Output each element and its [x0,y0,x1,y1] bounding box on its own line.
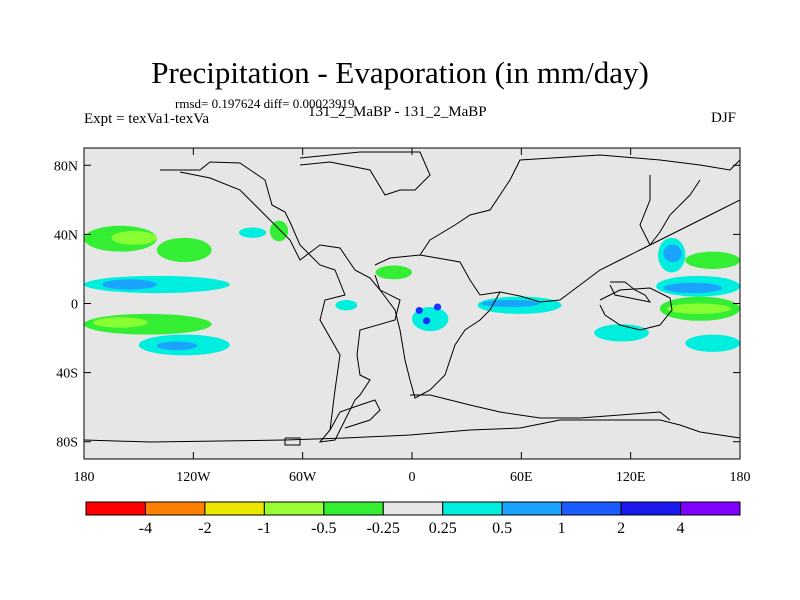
x-tick-label: 180 [74,470,95,485]
x-tick-label: 120E [616,470,646,485]
y-tick-label: 0 [71,298,78,313]
y-tick-label: 40N [54,228,78,243]
anomaly-ne-pacific-wet [238,227,267,238]
colorbar: -4 -2 -1 -0.5 -0.25 0.25 0.5 1 2 4 [85,501,741,537]
coastline-africa [374,254,501,399]
anomaly-w-pacific-dry-core [667,303,731,314]
coastline-antarctica [83,419,741,443]
anomaly-c-atlantic-core-1 [422,317,431,325]
colorbar-swatch [680,501,741,516]
anomaly-n-pacific-wet-core [102,279,157,290]
colorbar-swatch [85,501,146,516]
chart-title: Precipitation - Evaporation (in mm/day) [151,55,649,90]
anomaly-sw-pacific-wet [594,324,649,342]
anomaly-layer [83,220,741,356]
colorbar-label: 2 [617,520,625,537]
colorbar-label: -1 [258,520,271,537]
anomaly-c-atlantic-core-2 [415,306,423,314]
x-axis: 180 120W 60W 0 60E 120E 180 [74,148,751,485]
anomaly-c-atlantic-core-3 [433,303,442,311]
colorbar-swatch [442,501,503,516]
x-tick-label: 60W [289,470,317,485]
colorbar-label: -4 [139,520,152,537]
colorbar-label: -2 [198,520,211,537]
map-background [84,148,740,459]
anomaly-w-pacific-wet-core [663,282,722,294]
colorbar-swatch [620,501,682,516]
anomaly-s-pacific-dry-core [93,317,148,328]
anomaly-n-pacific-dry-lobe [156,237,212,263]
anomaly-n-atlantic-dry [375,265,412,280]
y-tick-label: 80N [54,159,78,174]
x-tick-label: 120W [176,470,211,485]
anomaly-s-indian-wet [685,334,741,352]
y-tick-label: 80S [56,436,78,451]
experiment-label: Expt = texVa1-texVa [84,111,210,127]
colorbar-swatch [144,501,206,516]
stats-text: rmsd= 0.197624 diff= 0.00023919 [175,96,355,111]
colorbar-label: 0.5 [492,520,512,537]
anomaly-japan-dry [685,251,741,269]
colorbar-label: 0.25 [429,520,457,537]
coastline-antarctic-interior [410,394,671,421]
map-panel: 80N 40N 0 40S 80S 180 120W 60W 0 60E 120E 180 [54,147,751,485]
season-label: DJF [711,110,737,126]
coastline-asia-east [639,175,701,246]
colorbar-swatch [501,501,563,516]
anomaly-s-pacific-wet-core [156,341,197,351]
coastline-americas [160,161,401,443]
coastline-australia [599,287,673,331]
colorbar-swatch [561,501,622,516]
anomaly-n-pacific-core [111,230,157,245]
anomaly-ne-pacific-dry [269,220,289,242]
coastline-small-island [284,437,301,446]
coastline-islands-indo [609,281,652,303]
x-tick-label: 60E [510,470,533,485]
colorbar-swatch [263,501,325,516]
experiment-names: 131_2_MaBP - 131_2_MaBP [308,104,487,120]
anomaly-e-pacific-wet [335,300,358,311]
anomaly-japan-wet-core [663,244,682,263]
y-tick-label: 40S [56,367,78,382]
colorbar-label: 1 [558,520,566,537]
colorbar-swatch [323,501,384,516]
y-axis: 80N 40N 0 40S 80S [54,159,740,451]
colorbar-label: -0.25 [367,520,400,537]
colorbar-swatch [382,501,444,516]
colorbar-swatch [204,501,265,516]
x-tick-label: 180 [730,470,751,485]
coastline-greenland [299,151,431,196]
x-tick-label: 0 [409,470,416,485]
colorbar-label: 4 [677,520,685,537]
coastline-antarctic-peninsula [329,399,381,431]
colorbar-label: -0.5 [311,520,336,537]
anomaly-indian-wet-core [481,300,540,307]
